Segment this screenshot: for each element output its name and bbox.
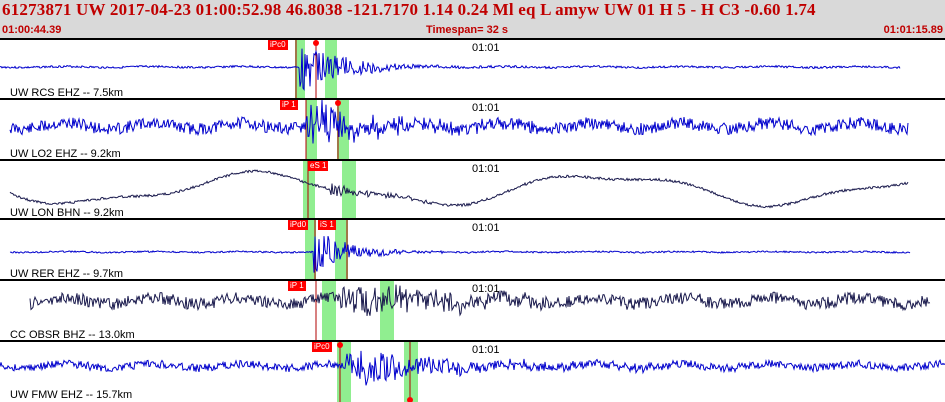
seismogram-panel-lo2[interactable]: iP 1 01:01 UW LO2 EHZ -- 9.2km [0, 98, 945, 161]
pick-label[interactable]: iPc0 [312, 342, 332, 352]
waveform-trace [9, 235, 911, 273]
waveform-trace [0, 350, 945, 386]
minute-tick-label: 01:01 [472, 222, 500, 234]
waveform-canvas[interactable] [0, 281, 945, 342]
pick-marker [337, 342, 343, 348]
pick-window [295, 40, 305, 100]
waveform-canvas[interactable] [0, 342, 945, 402]
event-summary: 61273871 UW 2017-04-23 01:00:52.98 46.80… [2, 0, 816, 19]
minute-tick-label: 01:01 [472, 102, 500, 114]
event-header: 61273871 UW 2017-04-23 01:00:52.98 46.80… [0, 0, 945, 38]
waveform-trace [9, 169, 909, 209]
pick-window [303, 161, 315, 220]
minute-tick-label: 01:01 [472, 163, 500, 175]
waveform-canvas[interactable] [0, 161, 945, 220]
station-label: UW RCS EHZ -- 7.5km [10, 87, 124, 99]
seismogram-panel-obsr[interactable]: iP 1 01:01 CC OBSR BHZ -- 13.0km [0, 279, 945, 342]
pick-window [335, 220, 348, 281]
waveform-trace [9, 100, 909, 144]
waveform-canvas[interactable] [0, 40, 945, 100]
pick-label[interactable]: iP 1 [288, 281, 306, 291]
pick-window [305, 220, 316, 281]
station-label: UW RER EHZ -- 9.7km [10, 268, 124, 280]
seismogram-panel-lon[interactable]: eS 1 01:01 UW LON BHN -- 9.2km [0, 159, 945, 220]
pick-marker [313, 40, 319, 46]
pick-window [306, 100, 317, 161]
waveform-canvas[interactable] [0, 220, 945, 281]
pick-window [322, 281, 336, 342]
time-start: 01:00:44.39 [2, 24, 62, 36]
station-label: UW LO2 EHZ -- 9.2km [10, 148, 121, 160]
seismogram-panel-fmw[interactable]: iPc0 01:01 UW FMW EHZ -- 15.7km [0, 340, 945, 402]
waveform-trace [29, 284, 931, 317]
pick-label[interactable]: iPc0 [268, 40, 288, 50]
pick-window [325, 40, 337, 100]
waveform-canvas[interactable] [0, 100, 945, 161]
station-label: UW FMW EHZ -- 15.7km [10, 389, 133, 401]
station-label: CC OBSR BHZ -- 13.0km [10, 329, 135, 341]
station-label: UW LON BHN -- 9.2km [10, 207, 124, 219]
pick-label[interactable]: eS 1 [308, 161, 329, 171]
seismogram-panel-rer[interactable]: iPd0 iS 1 01:01 UW RER EHZ -- 9.7km [0, 218, 945, 281]
minute-tick-label: 01:01 [472, 42, 500, 54]
minute-tick-label: 01:01 [472, 344, 500, 356]
timespan-label: Timespan= 32 s [426, 24, 509, 36]
time-end: 01:01:15.89 [883, 24, 943, 36]
pick-label[interactable]: iS 1 [318, 220, 336, 230]
pick-window [404, 342, 418, 402]
minute-tick-label: 01:01 [472, 283, 500, 295]
waveform-trace [0, 48, 901, 91]
pick-marker [335, 100, 341, 106]
pick-label[interactable]: iP 1 [280, 100, 298, 110]
seismogram-panel-rcs[interactable]: iPc0 01:01 UW RCS EHZ -- 7.5km [0, 38, 945, 100]
pick-window [337, 342, 351, 402]
pick-label[interactable]: iPd0 [288, 220, 309, 230]
